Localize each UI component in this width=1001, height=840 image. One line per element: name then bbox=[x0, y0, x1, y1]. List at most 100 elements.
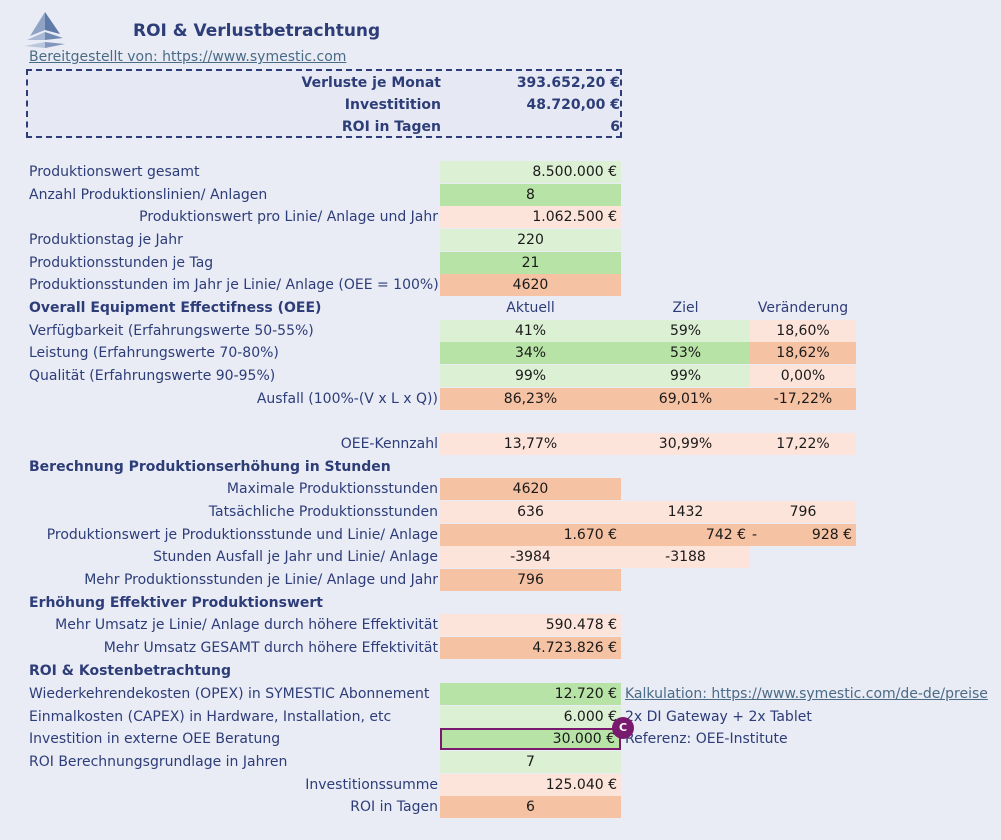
row-years: ROI Berechnungsgrundlage in Jahren 7 bbox=[0, 751, 1001, 773]
actual-hours-current[interactable]: 636 bbox=[440, 501, 621, 523]
actual-hours-change[interactable]: 796 bbox=[750, 501, 856, 523]
investment-sum-cell[interactable]: 125.040 € bbox=[440, 774, 621, 796]
oee-change-cell[interactable]: 18,62% bbox=[750, 342, 856, 364]
capex-cell[interactable]: 6.000 € bbox=[440, 706, 621, 728]
oee-change-cell[interactable]: 18,60% bbox=[750, 320, 856, 342]
row-failure: Ausfall (100%-(V x L x Q)) 86,23% 69,01%… bbox=[0, 388, 1001, 410]
oee-current-cell[interactable]: 41% bbox=[440, 320, 621, 342]
days-cell[interactable]: 220 bbox=[440, 229, 621, 251]
roi-label: ROI in Tagen bbox=[341, 119, 441, 135]
row-effective-total: Mehr Umsatz GESAMT durch höhere Effektiv… bbox=[0, 637, 1001, 659]
oee-change-cell[interactable]: 0,00% bbox=[750, 365, 856, 387]
row-oee-kpi: OEE-Kennzahl 13,77% 30,99% 17,22% bbox=[0, 433, 1001, 455]
oee-current-cell[interactable]: 86,23% bbox=[440, 388, 621, 410]
more-hours-cell[interactable]: 796 bbox=[440, 569, 621, 591]
collaborator-badge[interactable]: C bbox=[612, 717, 634, 739]
more-hours-label: Mehr Produktionsstunden je Linie/ Anlage… bbox=[84, 572, 438, 588]
row-effective-per-line: Mehr Umsatz je Linie/ Anlage durch höher… bbox=[0, 614, 1001, 636]
losses-value: 393.652,20 € bbox=[516, 75, 620, 91]
row-capex: Einmalkosten (CAPEX) in Hardware, Instal… bbox=[0, 706, 1001, 728]
actual-hours-target[interactable]: 1432 bbox=[621, 501, 750, 523]
provider-link[interactable]: Bereitgestellt von: https://www.symestic… bbox=[29, 49, 347, 65]
per-line-cell[interactable]: 1.062.500 € bbox=[440, 206, 621, 228]
investment-value: 48.720,00 € bbox=[526, 97, 620, 113]
oee-kpi-target[interactable]: 30,99% bbox=[621, 433, 750, 455]
oee-current-cell[interactable]: 99% bbox=[440, 365, 621, 387]
capex-note: 2x DI Gateway + 2x Tablet bbox=[625, 709, 812, 725]
value-per-hour-change: 928 € bbox=[811, 527, 852, 543]
loss-hours-label: Stunden Ausfall je Jahr und Linie/ Anlag… bbox=[153, 549, 438, 565]
row-investment-sum: Investitionssumme 125.040 € bbox=[0, 774, 1001, 796]
oee-target-cell[interactable]: 53% bbox=[621, 342, 750, 364]
oee-row-label: Ausfall (100%-(V x L x Q)) bbox=[256, 391, 438, 407]
oee-kpi-change[interactable]: 17,22% bbox=[750, 433, 856, 455]
row-performance: Leistung (Erfahrungswerte 70-80%) 34% 53… bbox=[0, 342, 1001, 364]
value-per-hour-target[interactable]: 742 € bbox=[621, 524, 750, 546]
row-loss-hours: Stunden Ausfall je Jahr und Linie/ Anlag… bbox=[0, 546, 1001, 568]
pricing-link[interactable]: Kalkulation: https://www.symestic.com/de… bbox=[625, 686, 988, 702]
lines-label: Anzahl Produktionslinien/ Anlagen bbox=[29, 187, 268, 203]
oee-current-cell[interactable]: 34% bbox=[440, 342, 621, 364]
row-max-hours: Maximale Produktionsstunden 4620 bbox=[0, 478, 1001, 500]
loss-hours-target[interactable]: -3188 bbox=[621, 546, 750, 568]
page-title: ROI & Verlustbetrachtung bbox=[133, 21, 381, 41]
hours-year-cell[interactable]: 4620 bbox=[440, 274, 621, 296]
value-per-hour-current[interactable]: 1.670 € bbox=[440, 524, 621, 546]
effective-total-cell[interactable]: 4.723.826 € bbox=[440, 637, 621, 659]
col-change-header: Veränderung bbox=[757, 300, 849, 316]
investment-sum-label: Investitionssumme bbox=[305, 777, 438, 793]
actual-hours-label: Tatsächliche Produktionsstunden bbox=[208, 504, 438, 520]
lines-cell[interactable]: 8 bbox=[440, 184, 621, 206]
oee-row-label: Leistung (Erfahrungswerte 70-80%) bbox=[29, 345, 279, 361]
row-oee-header: Overall Equipment Effectifness (OEE) Akt… bbox=[0, 297, 1001, 319]
row-opex: Wiederkehrendekosten (OPEX) in SYMESTIC … bbox=[0, 683, 1001, 705]
row-effective-section: Erhöhung Effektiver Produktionswert bbox=[0, 592, 1001, 614]
oee-target-cell[interactable]: 69,01% bbox=[621, 388, 750, 410]
row-availability: Verfügbarkeit (Erfahrungswerte 50-55%) 4… bbox=[0, 320, 1001, 342]
oee-target-cell[interactable]: 59% bbox=[621, 320, 750, 342]
oee-kpi-current[interactable]: 13,77% bbox=[440, 433, 621, 455]
row-roi-section: ROI & Kostenbetrachtung bbox=[0, 660, 1001, 682]
years-cell[interactable]: 7 bbox=[440, 751, 621, 773]
consulting-cell-selected[interactable]: 30.000 € bbox=[440, 728, 621, 750]
value-per-hour-change-cell[interactable]: - 928 € bbox=[750, 524, 856, 546]
summary-box: Verluste je Monat 393.652,20 € Investiti… bbox=[26, 69, 622, 138]
row-hours-year: Produktionsstunden im Jahr je Linie/ Anl… bbox=[0, 274, 1001, 296]
oee-kpi-label: OEE-Kennzahl bbox=[340, 436, 438, 452]
loss-hours-current[interactable]: -3984 bbox=[440, 546, 621, 568]
value-per-hour-change-sign: - bbox=[752, 527, 758, 543]
col-current-header: Aktuell bbox=[506, 300, 555, 316]
hours-cell[interactable]: 21 bbox=[440, 252, 621, 274]
row-more-hours: Mehr Produktionsstunden je Linie/ Anlage… bbox=[0, 569, 1001, 591]
opex-cell[interactable]: 12.720 € bbox=[440, 683, 621, 705]
row-consulting: Investition in externe OEE Beratung 30.0… bbox=[0, 728, 1001, 750]
capex-label: Einmalkosten (CAPEX) in Hardware, Instal… bbox=[29, 709, 392, 725]
pyramid-logo-icon bbox=[25, 12, 65, 48]
row-total-value: Produktionswert gesamt 8.500.000 € bbox=[0, 161, 1001, 183]
value-per-hour-label: Produktionswert je Produktionsstunde und… bbox=[46, 527, 438, 543]
max-hours-cell[interactable]: 4620 bbox=[440, 478, 621, 500]
row-quality: Qualität (Erfahrungswerte 90-95%) 99% 99… bbox=[0, 365, 1001, 387]
hours-section-label: Berechnung Produktionserhöhung in Stunde… bbox=[29, 459, 391, 475]
row-per-line: Produktionswert pro Linie/ Anlage und Ja… bbox=[0, 206, 1001, 228]
oee-target-cell[interactable]: 99% bbox=[621, 365, 750, 387]
roi-days-cell[interactable]: 6 bbox=[440, 796, 621, 818]
total-value-cell[interactable]: 8.500.000 € bbox=[440, 161, 621, 183]
row-hours: Produktionsstunden je Tag 21 bbox=[0, 252, 1001, 274]
total-value-label: Produktionswert gesamt bbox=[29, 164, 200, 180]
oee-change-cell[interactable]: -17,22% bbox=[750, 388, 856, 410]
row-roi-days: ROI in Tagen 6 bbox=[0, 796, 1001, 818]
losses-label: Verluste je Monat bbox=[301, 75, 441, 91]
logo bbox=[24, 10, 66, 50]
row-days: Produktionstag je Jahr 220 bbox=[0, 229, 1001, 251]
days-label: Produktionstag je Jahr bbox=[29, 232, 183, 248]
per-line-label: Produktionswert pro Linie/ Anlage und Ja… bbox=[139, 209, 438, 225]
oee-section-label: Overall Equipment Effectifness (OEE) bbox=[29, 300, 322, 316]
effective-per-line-label: Mehr Umsatz je Linie/ Anlage durch höher… bbox=[55, 617, 438, 633]
investment-label: Investitition bbox=[344, 97, 441, 113]
effective-per-line-cell[interactable]: 590.478 € bbox=[440, 614, 621, 636]
row-lines: Anzahl Produktionslinien/ Anlagen 8 bbox=[0, 184, 1001, 206]
row-hours-section: Berechnung Produktionserhöhung in Stunde… bbox=[0, 456, 1001, 478]
roi-section-label: ROI & Kostenbetrachtung bbox=[29, 663, 232, 679]
roi-days-label: ROI in Tagen bbox=[350, 799, 438, 815]
